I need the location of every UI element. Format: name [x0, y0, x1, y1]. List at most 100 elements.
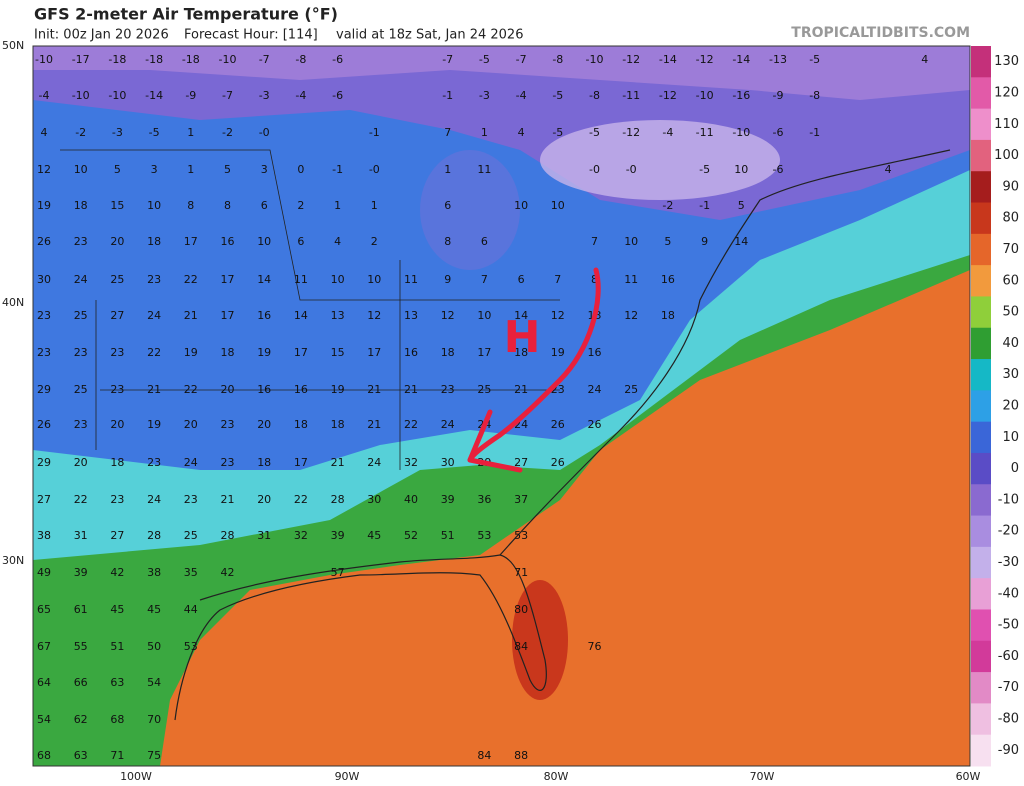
station-value: -7 — [222, 89, 233, 102]
station-value: 10 — [477, 309, 491, 322]
station-value: 7 — [481, 273, 488, 286]
station-value: 76 — [588, 640, 602, 653]
station-value: 18 — [661, 309, 675, 322]
station-value: -12 — [696, 53, 714, 66]
station-value: -5 — [699, 163, 710, 176]
station-value: -4 — [516, 89, 527, 102]
station-value: 42 — [110, 566, 124, 579]
station-value: 18 — [74, 199, 88, 212]
station-value: 24 — [441, 418, 455, 431]
station-value: 31 — [74, 529, 88, 542]
station-value: 24 — [184, 456, 198, 469]
station-value: 16 — [257, 309, 271, 322]
colorbar-segment — [971, 171, 991, 204]
lat-label: 40N — [2, 296, 24, 309]
station-value: 25 — [110, 273, 124, 286]
axes: 50N 40N 30N 100W 90W 80W 70W 60W — [2, 39, 981, 783]
station-value: 22 — [404, 418, 418, 431]
station-value: -0 — [626, 163, 637, 176]
station-value: 14 — [734, 235, 748, 248]
station-value: 17 — [367, 346, 381, 359]
station-value: 16 — [661, 273, 675, 286]
station-value: 12 — [624, 309, 638, 322]
station-value: 62 — [74, 713, 88, 726]
station-value: 1 — [187, 126, 194, 139]
station-value: 30 — [37, 273, 51, 286]
colorbar-label: 60 — [1002, 273, 1019, 288]
station-value: -1 — [699, 199, 710, 212]
station-value: 84 — [514, 640, 528, 653]
station-value: 7 — [554, 273, 561, 286]
station-value: 21 — [404, 383, 418, 396]
station-value: 10 — [331, 273, 345, 286]
station-value: 42 — [221, 566, 235, 579]
station-value: 17 — [221, 309, 235, 322]
station-value: 65 — [37, 603, 51, 616]
colorbar-segment — [971, 202, 991, 235]
station-value: -10 — [696, 89, 714, 102]
station-value: 44 — [184, 603, 198, 616]
station-value: 16 — [404, 346, 418, 359]
station-value: 39 — [331, 529, 345, 542]
station-value: 55 — [74, 640, 88, 653]
station-value: 6 — [481, 235, 488, 248]
colorbar-segment — [971, 108, 991, 141]
station-value: 17 — [294, 456, 308, 469]
station-value: 15 — [331, 346, 345, 359]
station-value: 17 — [184, 235, 198, 248]
colorbar-segment — [971, 546, 991, 579]
station-value: 70 — [147, 713, 161, 726]
station-value: 22 — [147, 346, 161, 359]
station-value: -6 — [332, 53, 343, 66]
station-value: -0 — [259, 126, 270, 139]
station-value: 22 — [294, 493, 308, 506]
station-value: -14 — [732, 53, 750, 66]
station-value: 36 — [477, 493, 491, 506]
station-value: -4 — [662, 126, 673, 139]
station-value: 22 — [184, 273, 198, 286]
station-value: -10 — [72, 89, 90, 102]
station-value: -9 — [185, 89, 196, 102]
station-value: 23 — [147, 456, 161, 469]
title: GFS 2-meter Air Temperature (°F) — [34, 5, 338, 24]
station-value: 11 — [624, 273, 638, 286]
station-value: 23 — [110, 346, 124, 359]
station-value: -14 — [659, 53, 677, 66]
station-value: -3 — [112, 126, 123, 139]
station-value: -1 — [809, 126, 820, 139]
station-value: 27 — [110, 309, 124, 322]
station-value: -8 — [295, 53, 306, 66]
station-value: 12 — [37, 163, 51, 176]
colorbar-segment — [971, 734, 991, 767]
station-value: 19 — [37, 199, 51, 212]
source: TROPICALTIDBITS.COM — [791, 25, 970, 41]
station-value: 50 — [147, 640, 161, 653]
station-value: 18 — [294, 418, 308, 431]
lon-label: 90W — [335, 770, 360, 783]
station-value: 10 — [734, 163, 748, 176]
lon-label: 70W — [750, 770, 775, 783]
station-value: 28 — [221, 529, 235, 542]
station-value: 5 — [224, 163, 231, 176]
station-value: 26 — [37, 418, 51, 431]
station-value: 63 — [74, 749, 88, 762]
station-value: -8 — [552, 53, 563, 66]
station-value: 19 — [184, 346, 198, 359]
lon-label: 80W — [544, 770, 569, 783]
colorbar-segment — [971, 233, 991, 266]
station-value: -16 — [732, 89, 750, 102]
station-value: 16 — [221, 235, 235, 248]
station-value: -1 — [369, 126, 380, 139]
station-value: 11 — [404, 273, 418, 286]
temperature-field — [33, 46, 970, 766]
colorbar-label: 130 — [994, 54, 1019, 69]
station-value: -10 — [108, 89, 126, 102]
coastline-atlantic — [499, 149, 951, 556]
station-value: 18 — [147, 235, 161, 248]
station-value: 80 — [514, 603, 528, 616]
station-value: -10 — [732, 126, 750, 139]
station-value: 10 — [257, 235, 271, 248]
colorbar-label: -90 — [998, 743, 1019, 758]
state-borders — [60, 149, 560, 470]
